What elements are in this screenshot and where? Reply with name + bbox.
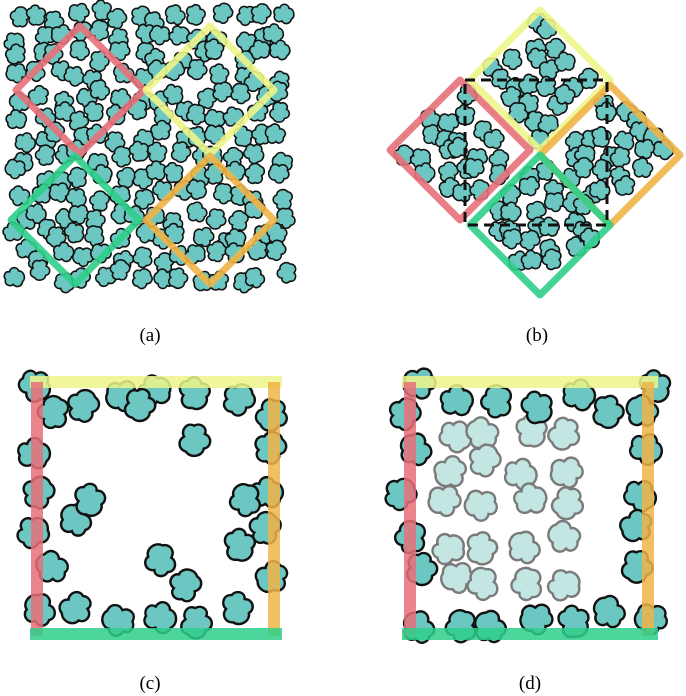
particle [470,606,510,648]
particle [629,154,657,182]
panel-b [386,6,684,299]
ghost-particle [460,526,503,570]
particle [68,39,91,62]
panel-b-squares [386,6,684,299]
particle [246,0,276,29]
panel-d-ghost-particles [424,410,591,605]
ghost-particle [505,528,543,568]
yellow-square [466,6,614,154]
panel-d [379,364,674,648]
particle [0,263,28,292]
caption-a: (a) [139,325,160,346]
caption-d: (d) [519,673,541,694]
ghost-particle [431,453,470,490]
ghost-particle [547,453,586,491]
panel-c-particles [10,364,295,645]
particle [25,4,47,27]
panel-a-squares [7,22,278,288]
particle [162,161,184,184]
red-square [386,76,534,224]
particle [216,587,258,629]
green-square [7,152,143,288]
particle [274,259,301,287]
orange-square [142,152,278,288]
particle [2,106,30,133]
panel-c [10,364,295,645]
dashed-box [463,78,609,227]
particle [66,0,92,25]
particle [142,541,180,580]
ghost-particle [542,514,587,560]
panel-d-edges [402,376,658,640]
particle [128,265,156,292]
particle [130,244,156,271]
ghost-particle [424,480,465,520]
caption-c: (c) [139,673,160,694]
panel-c-edges [30,376,282,640]
particle [54,587,97,629]
particle [182,1,209,28]
particle [220,525,258,564]
particle [10,128,40,157]
ghost-particle [506,563,548,605]
green-square [466,151,614,299]
particle [127,139,151,163]
particle [240,159,270,189]
ghost-particle [431,532,466,566]
ghost-particle [546,568,582,603]
panel-a [0,0,301,297]
particle [501,48,524,71]
particle [184,199,210,226]
caption-b: (b) [526,325,548,346]
ghost-particle [459,483,504,527]
ghost-particle [544,480,591,526]
particle [162,2,188,29]
particle [483,128,506,150]
red-square [12,22,148,158]
particle [208,0,237,28]
particle [171,416,218,463]
particle [589,592,629,633]
